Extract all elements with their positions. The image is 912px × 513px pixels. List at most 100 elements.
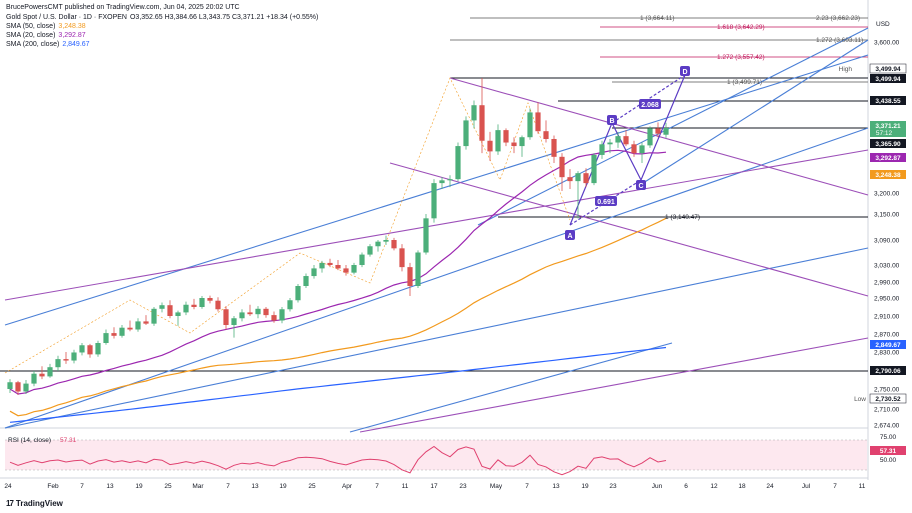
candle-body (327, 262, 333, 265)
price-tag-3438: 3,438.55 (875, 98, 901, 105)
price-tags: High 3,499.94 3,499.94 3,438.55 3,371.21… (839, 63, 907, 464)
candle-body (599, 144, 605, 155)
candle-body (119, 327, 125, 336)
price-tick-label: 3,600.00 (874, 40, 900, 47)
price-tick-label: 2,674.00 (874, 423, 900, 430)
time-tick-label: 11 (859, 483, 866, 490)
candle-body (55, 359, 61, 368)
rsi-band (5, 440, 867, 470)
candle-body (375, 241, 381, 247)
price-tick-label: 2,830.00 (874, 350, 900, 357)
purple-trendlines (4, 77, 869, 433)
candle-body (543, 131, 549, 139)
candle-body (639, 145, 645, 154)
price-tag-sma50: 3,248.38 (875, 172, 901, 179)
candle-body (271, 315, 277, 321)
tradingview-icon: 17 (6, 499, 14, 508)
candle-body (103, 333, 109, 343)
candle-body (247, 312, 253, 315)
pattern-label-d: D (682, 69, 687, 76)
candle-body (591, 154, 597, 184)
candle-body (207, 298, 213, 301)
time-tick-label: 25 (308, 483, 316, 490)
candle-body (311, 268, 317, 277)
time-axis[interactable]: 24 Feb 7 13 19 25 Mar 7 13 19 25 Apr 7 11 17 23 May 7 13 19… (4, 483, 865, 490)
candle-body (151, 308, 157, 324)
candle-body (39, 373, 45, 377)
candle-body (567, 177, 573, 182)
candle-body (263, 308, 269, 316)
candle-body (295, 286, 301, 301)
time-tick-label: 24 (4, 483, 12, 490)
candle-body (615, 136, 621, 143)
time-tick-label: 13 (552, 483, 560, 490)
candle-body (31, 373, 37, 384)
time-tick-label: 7 (226, 483, 230, 490)
candle-body (551, 138, 557, 157)
candle-body (167, 305, 173, 316)
candle-body (255, 308, 261, 315)
candle-body (111, 333, 117, 336)
price-tag-timer: 57:12 (876, 130, 893, 137)
tradingview-logo[interactable]: 17 TradingView (6, 499, 63, 508)
candle-body (503, 130, 509, 143)
time-tick-label: 7 (525, 483, 529, 490)
sma20-legend[interactable]: SMA (20, close) 3,292.87 (6, 31, 89, 40)
time-tick-label: Mar (192, 483, 204, 490)
rsi-value-tag: 57.31 (880, 448, 897, 455)
candle-body (279, 309, 285, 321)
candle-body (143, 321, 149, 324)
price-tick-label: 2,990.00 (874, 280, 900, 287)
time-tick-label: 13 (251, 483, 259, 490)
price-tick-label: 3,150.00 (874, 212, 900, 219)
price-tick-label: 3,200.00 (874, 191, 900, 198)
currency-label: USD (876, 21, 890, 28)
candle-body (367, 246, 373, 255)
candle-body (439, 180, 445, 184)
symbol-line: Gold Spot / U.S. Dollar · 1D · FXOPEN O3,… (6, 13, 321, 22)
candle-body (655, 128, 661, 134)
fib-label-5: 1 (3,499.71) (727, 79, 762, 86)
time-tick-label: 7 (375, 483, 379, 490)
candle-body (47, 367, 53, 377)
time-tick-label: 6 (684, 483, 688, 490)
pattern-label-c: C (638, 183, 643, 190)
ohlc-values: O3,352.65 H3,384.66 L3,343.75 C3,371.21 … (129, 14, 319, 21)
candle-body (519, 137, 525, 147)
price-tick-label: 3,090.00 (874, 238, 900, 245)
candle-body (431, 183, 437, 219)
time-tick-label: 12 (710, 483, 718, 490)
sma50-legend[interactable]: SMA (50, close) 3,248.38 (6, 22, 89, 31)
tradingview-wordmark: TradingView (15, 499, 63, 508)
ratio-label-2: 2.068 (641, 102, 659, 109)
time-tick-label: 7 (833, 483, 837, 490)
price-tick-label: 2,750.00 (874, 387, 900, 394)
candle-body (87, 345, 93, 355)
sma20-value: 3,292.87 (58, 32, 86, 39)
price-tag-sma20: 3,292.87 (875, 155, 901, 162)
sma200-legend[interactable]: SMA (200, close) 2,849.67 (6, 40, 93, 49)
candle-body (399, 248, 405, 268)
sma200-value: 2,849.67 (62, 41, 90, 48)
price-tag-low: 2,730.52 (875, 396, 901, 403)
candle-body (343, 268, 349, 273)
candle-body (511, 142, 517, 147)
candle-body (303, 276, 309, 286)
publisher-line: BrucePowersCMT published on TradingView.… (6, 4, 240, 11)
price-tick-label: 2,910.00 (874, 314, 900, 321)
candle-body (63, 359, 69, 361)
sma-50-line (9, 217, 667, 417)
rsi-upper-tag: 75.00 (880, 434, 897, 441)
fib-label-1: 1.618 (3,642.29) (717, 24, 765, 31)
candle-body (647, 128, 653, 146)
candle-body (559, 156, 565, 178)
candle-body (487, 140, 493, 152)
rsi-line (9, 445, 667, 476)
ratio-label-1: 0.691 (597, 199, 615, 206)
fib-label-0: 1 (3,664.11) (640, 15, 675, 22)
price-tick-label: 2,710.00 (874, 407, 900, 414)
rsi-label: RSI (14, close) (8, 437, 51, 444)
candle-body (471, 105, 477, 121)
pattern-label-a: A (567, 233, 572, 240)
